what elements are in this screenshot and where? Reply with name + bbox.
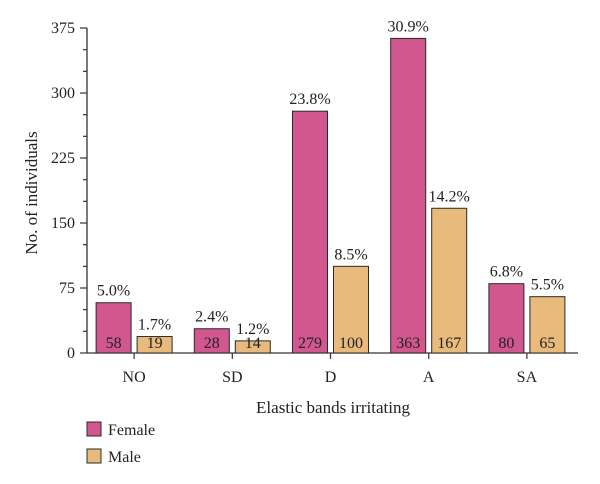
bar-female <box>488 283 525 354</box>
count-label-male: 19 <box>147 335 163 352</box>
bar-female <box>193 328 230 354</box>
x-axis-title: Elastic bands irritating <box>256 398 410 417</box>
count-label-female: 58 <box>106 335 122 352</box>
count-label-female: 363 <box>396 335 420 352</box>
count-label-female: 279 <box>298 335 322 352</box>
y-tick-label: 75 <box>59 280 75 297</box>
percent-label-female: 6.8% <box>490 264 523 281</box>
bar-female <box>390 37 427 354</box>
y-tick-label: 300 <box>51 85 75 102</box>
x-tick-label: SD <box>222 369 242 386</box>
count-label-male: 14 <box>245 335 261 352</box>
y-tick-label: 375 <box>51 20 75 37</box>
y-tick-label: 0 <box>67 345 75 362</box>
percent-label-male: 5.5% <box>531 277 564 294</box>
legend-label-female: Female <box>108 422 155 439</box>
y-tick-label: 225 <box>51 150 75 167</box>
bar-female <box>95 302 132 354</box>
percent-label-male: 1.2% <box>236 321 269 338</box>
bars-group <box>95 37 566 354</box>
percent-label-male: 1.7% <box>138 317 171 334</box>
x-axis: NO SD D A SA <box>87 352 578 386</box>
count-label-male: 167 <box>437 335 461 352</box>
percent-label-female: 30.9% <box>388 18 429 35</box>
x-tick-label: D <box>325 369 337 386</box>
legend-swatch-male <box>86 448 102 464</box>
count-label-female: 28 <box>204 335 220 352</box>
bar-female <box>292 110 328 354</box>
count-label-female: 80 <box>498 335 514 352</box>
percent-label-male: 14.2% <box>429 188 470 205</box>
x-tick-label: SA <box>517 369 538 386</box>
y-axis: 0 75 150 225 300 375 <box>51 20 88 362</box>
bar-male <box>431 207 468 354</box>
percent-label-female: 5.0% <box>97 283 130 300</box>
x-tick-label: A <box>423 369 435 386</box>
legend-swatch-female <box>86 421 102 437</box>
count-label-male: 65 <box>539 335 555 352</box>
legend: Female Male <box>86 421 155 466</box>
bar-male <box>234 340 271 354</box>
percent-label-male: 8.5% <box>334 246 367 263</box>
count-label-male: 100 <box>339 335 363 352</box>
y-axis-title: No. of individuals <box>22 131 41 254</box>
bar-male <box>529 296 566 354</box>
y-tick-label: 150 <box>51 215 75 232</box>
x-tick-label: NO <box>123 369 146 386</box>
legend-label-male: Male <box>108 449 141 466</box>
bar-male <box>333 265 369 354</box>
bar-male <box>136 336 173 354</box>
percent-label-female: 2.4% <box>195 309 228 326</box>
bar-labels-group: 5.0% 58 1.7%19 2.4% 28 1.2%14 23.8% 279 8.5% 100 3… <box>97 18 564 352</box>
percent-label-female: 23.8% <box>289 91 330 108</box>
